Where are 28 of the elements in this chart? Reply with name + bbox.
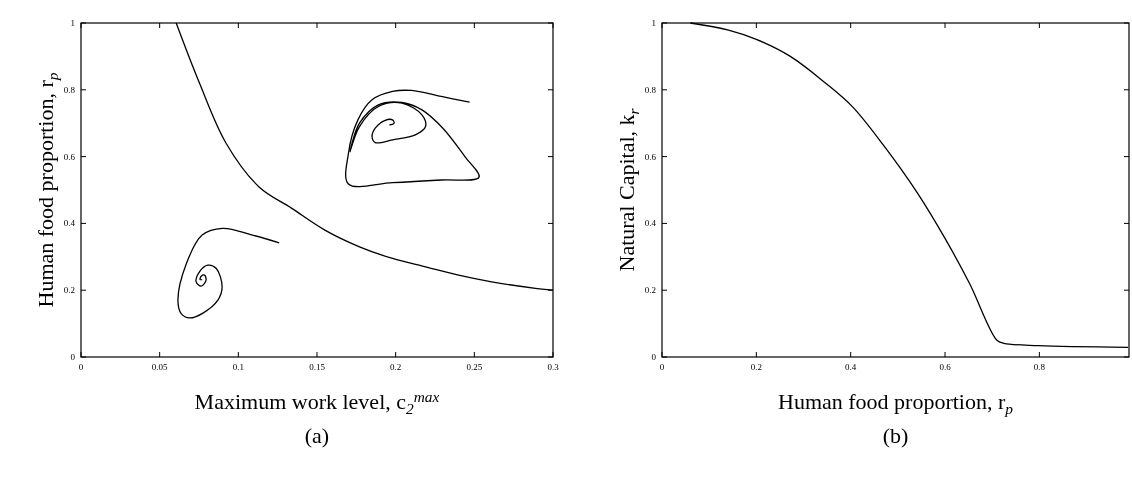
- x-tick-label: 0: [659, 362, 665, 372]
- y-tick-label: 0.4: [63, 218, 76, 229]
- x-tick-label: 0.2: [750, 362, 762, 372]
- x-axis-title: Human food proportion, r$_{p}$: [778, 389, 1014, 417]
- x-tick-label: 0.05: [151, 362, 169, 372]
- x-tick-label: 0.1: [232, 362, 244, 372]
- x-tick-label: 0: [78, 362, 84, 372]
- x-tick-label: 0.6: [939, 362, 952, 372]
- y-tick-label: 0.2: [644, 285, 656, 296]
- text: (a): [304, 423, 330, 448]
- y-tick-label: 0.8: [63, 84, 76, 95]
- y-tick-label: 1: [70, 18, 75, 28]
- y-tick-label: 0: [651, 352, 657, 362]
- x-tick-label: 0.3: [547, 362, 560, 372]
- x-tick-label: 0.2: [390, 362, 402, 372]
- y-tick-label: 1: [651, 18, 656, 28]
- y-tick-label: 0.8: [644, 84, 657, 95]
- y-tick-label: 0.2: [63, 285, 75, 296]
- line-series: [177, 227, 280, 319]
- x-tick-label: 0.8: [1033, 362, 1046, 372]
- y-tick-label: 0.4: [644, 218, 657, 229]
- x-tick-label: 0.4: [845, 362, 857, 372]
- y-tick-label: 0.6: [63, 151, 76, 162]
- x-tick-label: 0.15: [309, 362, 326, 372]
- x-tick-label: 0.25: [466, 362, 483, 372]
- y-tick-label: 0.6: [644, 151, 657, 162]
- text: (b): [882, 423, 909, 448]
- y-tick-label: 0: [70, 352, 76, 362]
